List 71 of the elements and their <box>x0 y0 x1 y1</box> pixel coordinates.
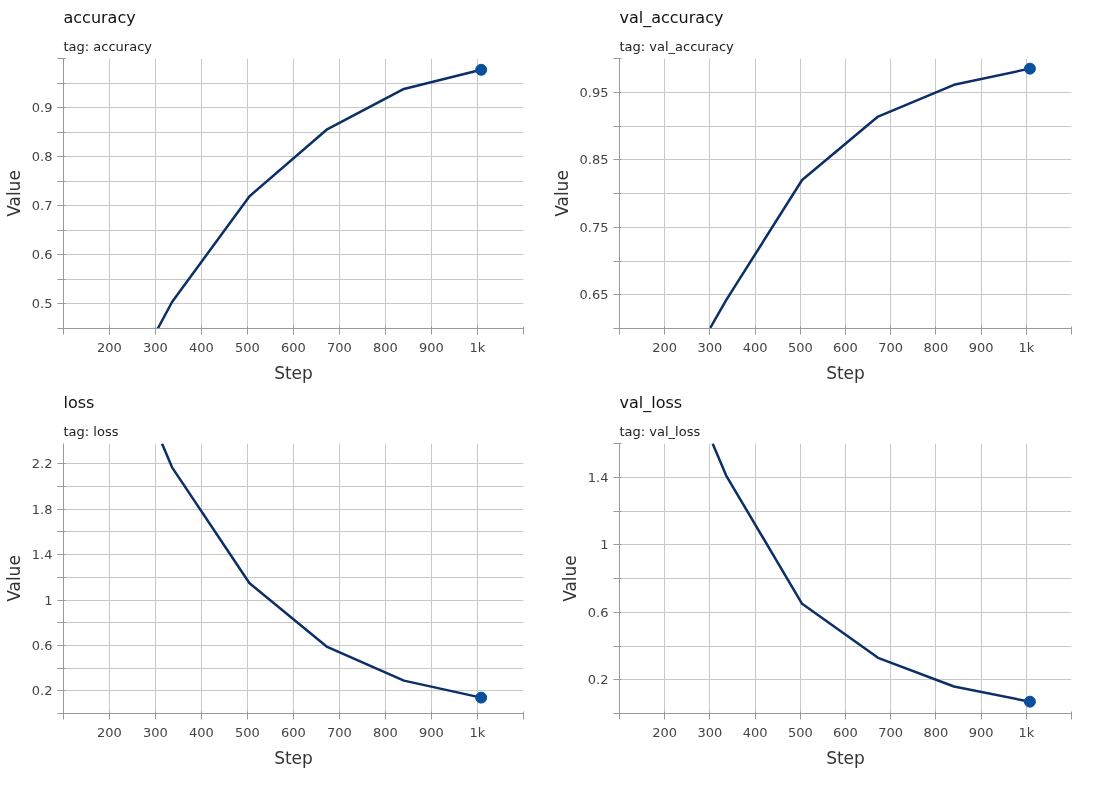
y-axis-title: Value <box>3 555 24 602</box>
y-tick-label: 1.4 <box>587 469 609 485</box>
y-tick-label: 0.75 <box>579 219 609 235</box>
x-tick-label: 900 <box>419 724 444 740</box>
y-tick-label: 0.6 <box>31 247 53 263</box>
x-tick-label: 700 <box>878 724 904 740</box>
x-tick-label: 400 <box>742 339 768 355</box>
x-tick-label: 600 <box>281 339 306 355</box>
x-tick-label: 400 <box>742 724 768 740</box>
x-tick-label: 300 <box>143 339 168 355</box>
x-tick-label: 500 <box>235 724 260 740</box>
x-tick-label: 500 <box>787 339 813 355</box>
x-tick-label: 800 <box>923 724 949 740</box>
x-tick-label: 700 <box>327 724 352 740</box>
chart-title: loss <box>63 392 95 412</box>
y-tick-label: 1.8 <box>31 501 53 517</box>
chart-title: val_loss <box>619 392 683 413</box>
x-tick-label: 600 <box>281 724 306 740</box>
x-tick-label: 400 <box>189 724 214 740</box>
x-tick-label: 200 <box>652 724 678 740</box>
y-tick-label: 0.9 <box>31 100 53 116</box>
x-tick-label: 700 <box>878 339 904 355</box>
x-tick-label: 300 <box>697 339 723 355</box>
x-tick-label: 1k <box>1018 724 1035 740</box>
y-tick-label: 0.5 <box>31 296 53 312</box>
y-axis-title: Value <box>3 170 24 217</box>
x-tick-label: 900 <box>968 724 994 740</box>
y-tick-label: 0.6 <box>31 637 53 653</box>
x-tick-label: 300 <box>143 724 168 740</box>
y-tick-label: 2.2 <box>31 456 53 472</box>
y-axis-title: Value <box>551 170 572 217</box>
x-tick-label: 1k <box>469 339 486 355</box>
x-tick-label: 500 <box>235 339 260 355</box>
x-tick-label: 900 <box>968 339 994 355</box>
y-tick-label: 0.65 <box>579 287 609 303</box>
x-tick-label: 900 <box>419 339 444 355</box>
x-axis-title: Step <box>826 747 865 768</box>
y-tick-label: 0.2 <box>31 683 53 699</box>
y-tick-label: 0.7 <box>31 198 53 214</box>
chart-title: accuracy <box>63 7 136 27</box>
x-tick-label: 800 <box>373 724 398 740</box>
x-tick-label: 500 <box>787 724 813 740</box>
chart-subtitle: tag: val_loss <box>619 423 701 439</box>
y-tick-label: 0.2 <box>587 672 609 688</box>
x-tick-label: 600 <box>833 339 858 355</box>
x-tick-label: 600 <box>833 724 858 740</box>
y-tick-label: 1 <box>600 537 609 553</box>
y-tick-label: 1 <box>44 592 53 608</box>
chart-subtitle: tag: accuracy <box>63 38 153 54</box>
y-axis-title: Value <box>559 555 580 602</box>
x-tick-label: 200 <box>97 339 122 355</box>
chart-subtitle: tag: loss <box>63 423 119 439</box>
x-tick-label: 700 <box>327 339 352 355</box>
x-tick-label: 200 <box>652 339 678 355</box>
x-tick-label: 800 <box>373 339 398 355</box>
x-axis-title: Step <box>274 362 313 383</box>
y-tick-label: 0.8 <box>31 149 53 165</box>
x-axis-title: Step <box>826 362 865 383</box>
x-tick-label: 200 <box>97 724 122 740</box>
x-axis-title: Step <box>274 747 313 768</box>
y-tick-label: 0.6 <box>587 604 609 620</box>
x-tick-label: 300 <box>697 724 723 740</box>
y-tick-label: 1.4 <box>31 547 53 563</box>
chart-title: val_accuracy <box>619 7 724 28</box>
x-tick-label: 400 <box>189 339 214 355</box>
x-tick-label: 1k <box>1018 339 1035 355</box>
x-tick-label: 1k <box>469 724 486 740</box>
y-tick-label: 0.95 <box>579 84 609 100</box>
y-tick-label: 0.85 <box>579 152 609 168</box>
chart-subtitle: tag: val_accuracy <box>619 38 735 54</box>
x-tick-label: 800 <box>923 339 949 355</box>
